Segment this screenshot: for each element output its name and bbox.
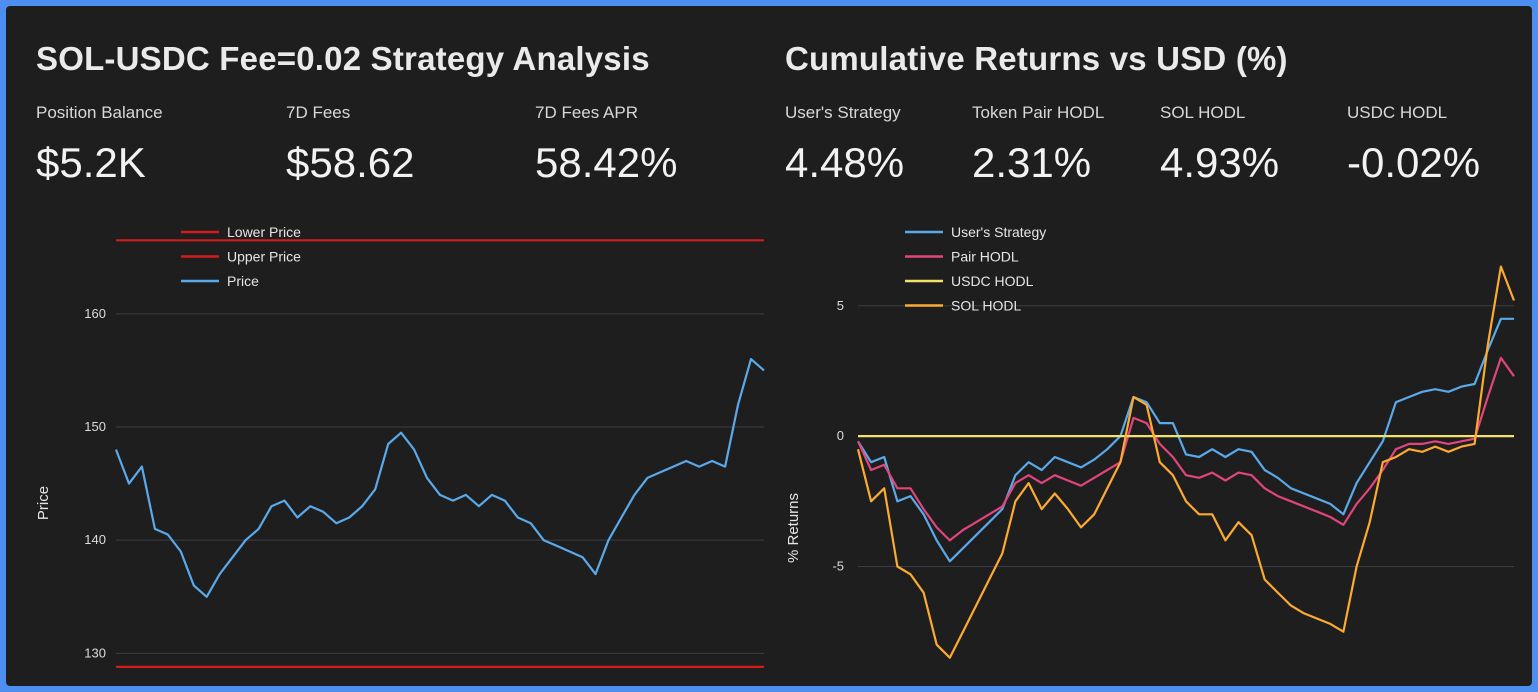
metric-position-balance-label: Position Balance [36,103,163,122]
metric-usdc-hodl-value: -0.02% [1347,139,1481,186]
returns-series-user-s-strategy [857,317,1514,563]
metric-users-strategy-value: 4.48% [785,139,905,186]
returns-series-pair-hodl [856,356,1515,542]
returns-legend-label-sol-hodl: SOL HODL [951,298,1021,314]
metric-sol-hodl-value: 4.93% [1160,139,1280,186]
metric-sol-hodl-label: SOL HODL [1160,103,1246,122]
price-ytick-label: 150 [84,419,106,434]
returns-ytick-label: -5 [832,558,844,573]
metric-users-strategy-label: User's Strategy [785,103,901,122]
returns-legend-label-pair-hodl: Pair HODL [951,249,1019,265]
dashboard-frame: SOL-USDC Fee=0.02 Strategy Analysis Cumu… [6,6,1532,686]
left-panel-title: SOL-USDC Fee=0.02 Strategy Analysis [36,40,650,77]
metric-token-pair-hodl-label: Token Pair HODL [972,103,1105,122]
metric-usdc-hodl-label: USDC HODL [1347,103,1448,122]
metric-token-pair-hodl-value: 2.31% [972,139,1092,186]
price-ytick-label: 160 [84,306,106,321]
returns-y-axis-title: % Returns [785,493,802,563]
price-ytick-label: 130 [84,645,106,660]
price-ytick-label: 140 [84,532,106,547]
returns-ytick-label: 5 [837,298,844,313]
price-legend-label-lower-price: Lower Price [227,224,301,240]
metric-7d-fees-apr-label: 7D Fees APR [535,103,638,122]
metric-7d-fees-label: 7D Fees [286,103,351,122]
returns-legend-label-usdc-hodl: USDC HODL [951,273,1034,289]
right-panel-title: Cumulative Returns vs USD (%) [785,40,1288,77]
price-chart: 130 140 150 160 Price Lower Price Upper Price P… [35,224,765,669]
metric-position-balance-value: $5.2K [36,139,146,186]
price-series-price [114,358,765,598]
charts-canvas: 130 140 150 160 Price Lower Price Upper Price P… [35,224,1516,669]
price-y-axis-title: Price [35,486,52,520]
metric-7d-fees-value: $58.62 [286,139,415,186]
price-legend-label-price: Price [227,273,259,289]
metric-7d-fees-apr-value: 58.42% [535,139,678,186]
price-legend-label-upper-price: Upper Price [227,249,301,265]
returns-legend-label-user-s-strategy: User's Strategy [951,224,1046,240]
returns-chart: -5 0 5 % Returns User's Strategy Pair HODL USD… [785,224,1516,659]
returns-ytick-label: 0 [837,428,844,443]
returns-series-sol-hodl [856,265,1516,659]
